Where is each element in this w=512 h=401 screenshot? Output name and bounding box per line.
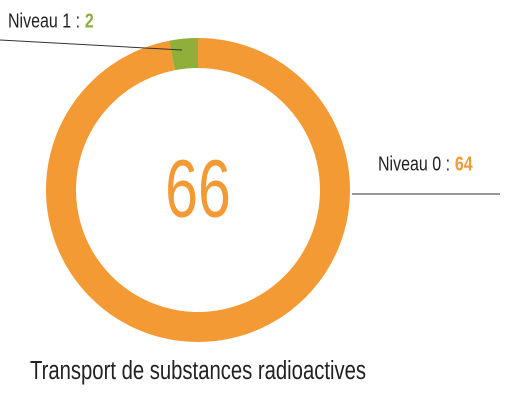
- slice-label-value: 64: [455, 153, 473, 175]
- slice-label: Niveau 1 :2: [8, 10, 94, 32]
- total-label: 66: [165, 143, 231, 235]
- donut-slice: [169, 38, 198, 71]
- chart-title: Transport de substances radioactives: [30, 355, 366, 384]
- slice-label-category: Niveau 1 :: [8, 10, 80, 32]
- slice-label: Niveau 0 :64: [378, 153, 473, 175]
- leader-line: [0, 39, 183, 51]
- slice-label-category: Niveau 0 :: [378, 153, 450, 175]
- slice-label-value: 2: [85, 10, 94, 32]
